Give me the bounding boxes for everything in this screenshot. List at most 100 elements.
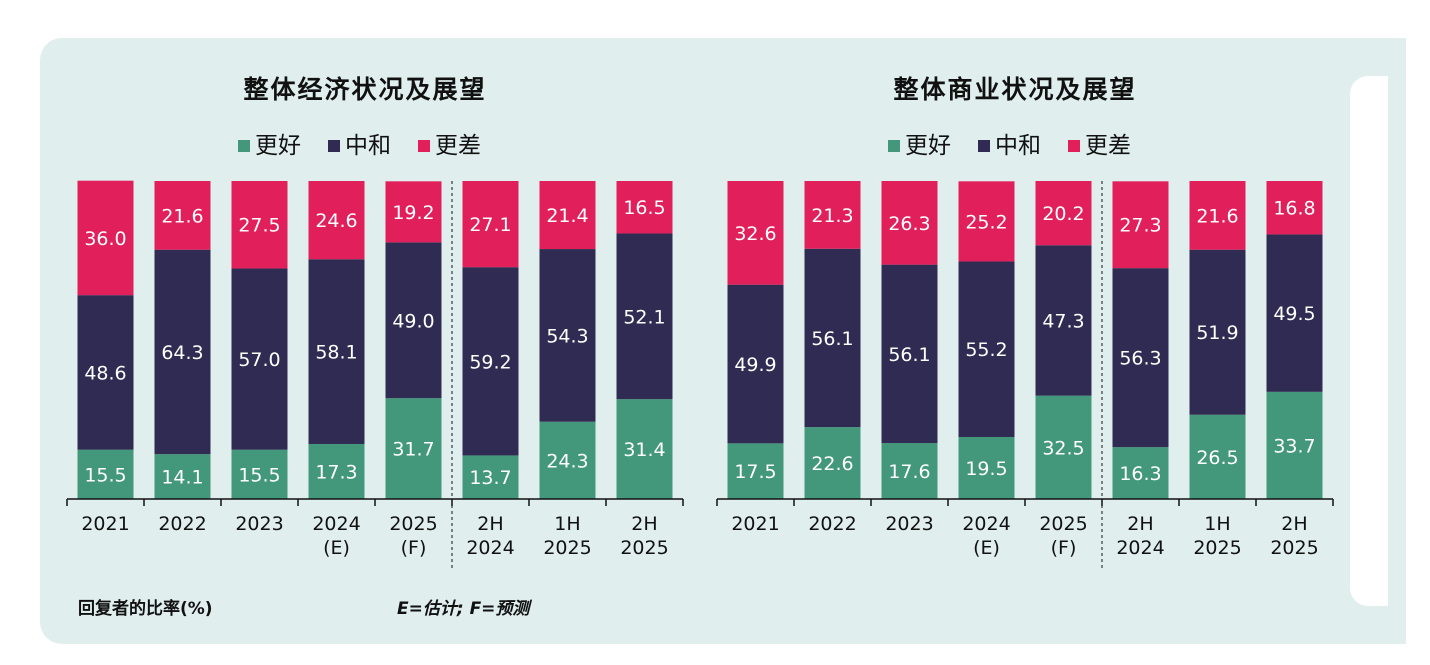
- bar-neutral: [1035, 245, 1092, 396]
- data-label-better: 17.6: [888, 461, 930, 483]
- x-tick-label: 2025: [620, 537, 668, 559]
- x-tick-label: 2H: [631, 513, 657, 535]
- data-label-neutral: 59.2: [469, 351, 511, 373]
- chart-title: 整体经济状况及展望: [243, 75, 486, 104]
- bar-worse: [154, 181, 211, 250]
- data-label-worse: 21.3: [811, 205, 853, 227]
- bar-worse: [231, 181, 288, 269]
- data-label-worse: 16.5: [623, 197, 665, 219]
- data-label-worse: 19.2: [392, 202, 434, 224]
- data-label-worse: 21.6: [161, 205, 203, 227]
- legend-swatch-worse: [418, 140, 430, 152]
- x-tick-label: 1H: [554, 513, 580, 535]
- bar-better: [881, 443, 938, 499]
- bar-better: [462, 455, 519, 499]
- data-label-better: 16.3: [1119, 463, 1161, 485]
- data-label-worse: 27.1: [469, 214, 511, 236]
- bar-neutral: [462, 267, 519, 456]
- x-tick-label: 2H: [1127, 513, 1153, 535]
- bar-worse: [385, 181, 442, 243]
- legend-swatch-worse: [1068, 140, 1080, 152]
- footnote-ratio: 回复者的比率(%): [78, 599, 213, 619]
- bar-worse: [462, 181, 519, 268]
- x-tick-label: 2025: [543, 537, 591, 559]
- bar-worse: [881, 181, 938, 265]
- data-label-better: 32.5: [1042, 437, 1084, 459]
- data-label-neutral: 49.5: [1273, 303, 1315, 325]
- data-label-better: 26.5: [1196, 447, 1238, 469]
- bar-neutral: [1266, 234, 1323, 392]
- x-tick-label: 1H: [1204, 513, 1230, 535]
- data-label-neutral: 47.3: [1042, 310, 1084, 332]
- data-label-better: 19.5: [965, 458, 1007, 480]
- bar-neutral: [539, 249, 596, 422]
- x-tick-label: (E): [323, 537, 350, 559]
- data-label-better: 22.6: [811, 453, 853, 475]
- bar-worse: [77, 180, 134, 296]
- bar-neutral: [1189, 249, 1246, 415]
- x-tick-label: 2023: [235, 513, 283, 535]
- x-tick-label: 2022: [808, 513, 856, 535]
- bar-better: [1112, 447, 1169, 499]
- bar-neutral: [616, 233, 673, 400]
- bar-better: [308, 443, 365, 499]
- bar-worse: [308, 181, 365, 260]
- legend-swatch-neutral: [328, 140, 340, 152]
- data-label-neutral: 58.1: [315, 342, 357, 364]
- bar-neutral: [308, 259, 365, 444]
- data-label-better: 13.7: [469, 467, 511, 489]
- data-label-neutral: 56.1: [811, 328, 853, 350]
- x-tick-label: 2024: [962, 513, 1010, 535]
- x-tick-label: (F): [1051, 537, 1077, 559]
- bar-worse: [958, 181, 1015, 262]
- data-label-neutral: 49.0: [392, 310, 434, 332]
- data-label-worse: 24.6: [315, 210, 357, 232]
- bar-neutral: [881, 264, 938, 444]
- bar-worse: [727, 181, 784, 285]
- data-label-neutral: 48.6: [84, 362, 126, 384]
- data-label-better: 15.5: [84, 464, 126, 486]
- bar-worse: [1035, 181, 1092, 246]
- x-tick-label: 2021: [81, 513, 129, 535]
- x-tick-label: 2021: [731, 513, 779, 535]
- data-label-better: 14.1: [161, 467, 203, 489]
- bar-better: [616, 399, 673, 499]
- data-label-worse: 16.8: [1273, 198, 1315, 220]
- legend-label-neutral: 中和: [345, 133, 391, 159]
- bar-neutral: [77, 295, 134, 450]
- data-label-neutral: 64.3: [161, 342, 203, 364]
- x-tick-label: 2022: [158, 513, 206, 535]
- data-label-neutral: 52.1: [623, 306, 665, 328]
- bar-better: [385, 398, 442, 499]
- legend-label-better: 更好: [905, 133, 951, 159]
- scrollbar-track[interactable]: [1350, 76, 1388, 606]
- legend-swatch-better: [238, 140, 250, 152]
- bar-better: [539, 421, 596, 499]
- data-label-worse: 27.3: [1119, 215, 1161, 237]
- x-tick-label: 2024: [312, 513, 360, 535]
- bar-neutral: [804, 248, 861, 428]
- legend-label-worse: 更差: [1085, 133, 1131, 159]
- data-label-better: 17.3: [315, 461, 357, 483]
- data-label-better: 24.3: [546, 450, 588, 472]
- data-label-worse: 25.2: [965, 211, 1007, 233]
- data-label-better: 33.7: [1273, 435, 1315, 457]
- data-label-better: 15.5: [238, 464, 280, 486]
- x-tick-label: 2024: [466, 537, 514, 559]
- data-label-neutral: 56.1: [888, 344, 930, 366]
- bar-better: [1266, 391, 1323, 499]
- bar-neutral: [231, 268, 288, 450]
- legend-label-neutral: 中和: [995, 133, 1041, 159]
- data-label-neutral: 49.9: [734, 354, 776, 376]
- data-label-neutral: 55.2: [965, 339, 1007, 361]
- bar-neutral: [727, 284, 784, 444]
- bar-worse: [1266, 181, 1323, 235]
- x-tick-label: 2023: [885, 513, 933, 535]
- data-label-worse: 21.6: [1196, 205, 1238, 227]
- data-label-better: 31.7: [392, 439, 434, 461]
- data-label-better: 31.4: [623, 439, 665, 461]
- x-tick-label: (F): [401, 537, 427, 559]
- bar-neutral: [1112, 268, 1169, 448]
- data-label-neutral: 56.3: [1119, 348, 1161, 370]
